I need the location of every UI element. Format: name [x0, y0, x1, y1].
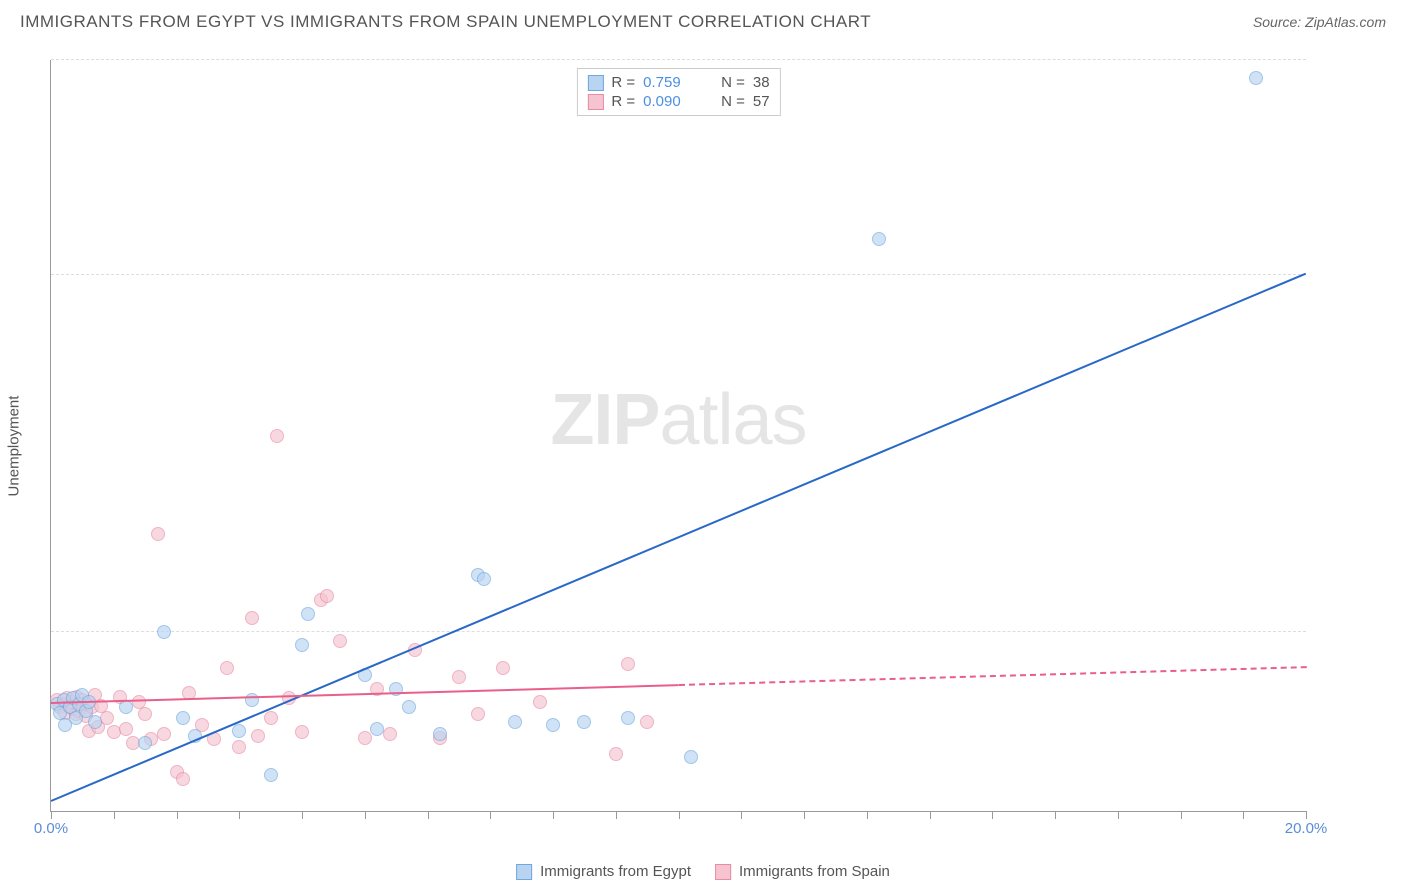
data-point [533, 695, 547, 709]
legend-row-spain: R = 0.090 N = 57 [587, 92, 769, 111]
header: IMMIGRANTS FROM EGYPT VS IMMIGRANTS FROM… [0, 0, 1406, 40]
watermark: ZIPatlas [550, 379, 806, 461]
data-point [264, 768, 278, 782]
correlation-legend: R = 0.759 N = 38 R = 0.090 N = 57 [576, 68, 780, 116]
x-tick [867, 811, 868, 819]
legend-swatch-egypt [587, 75, 603, 91]
plot-area: ZIPatlas R = 0.759 N = 38 R = 0.090 N = … [50, 60, 1306, 812]
data-point [176, 772, 190, 786]
x-tick [1118, 811, 1119, 819]
data-point [471, 707, 485, 721]
data-point [546, 718, 560, 732]
data-point [88, 715, 102, 729]
x-tick [365, 811, 366, 819]
x-tick [1181, 811, 1182, 819]
gridline [51, 59, 1306, 60]
series-legend: Immigrants from Egypt Immigrants from Sp… [516, 863, 890, 880]
data-point [301, 607, 315, 621]
data-point [151, 527, 165, 541]
x-tick [302, 811, 303, 819]
x-tick [553, 811, 554, 819]
x-tick [177, 811, 178, 819]
data-point [402, 700, 416, 714]
data-point [1249, 71, 1263, 85]
chart-title: IMMIGRANTS FROM EGYPT VS IMMIGRANTS FROM… [20, 12, 871, 32]
data-point [496, 661, 510, 675]
regression-line [678, 666, 1306, 686]
data-point [640, 715, 654, 729]
legend-row-egypt: R = 0.759 N = 38 [587, 73, 769, 92]
x-tick-label: 0.0% [34, 820, 68, 837]
data-point [232, 740, 246, 754]
data-point [138, 736, 152, 750]
data-point [100, 711, 114, 725]
x-tick [1306, 811, 1307, 819]
x-tick [239, 811, 240, 819]
source-attribution: Source: ZipAtlas.com [1253, 14, 1386, 30]
data-point [232, 724, 246, 738]
x-tick [616, 811, 617, 819]
data-point [370, 722, 384, 736]
data-point [477, 572, 491, 586]
data-point [621, 657, 635, 671]
x-tick [930, 811, 931, 819]
data-point [609, 747, 623, 761]
y-axis-label: Unemployment [6, 396, 23, 497]
legend-item-egypt: Immigrants from Egypt [516, 863, 691, 880]
regression-line [51, 273, 1307, 802]
regression-line [51, 684, 679, 704]
x-tick-label: 20.0% [1285, 820, 1328, 837]
data-point [295, 638, 309, 652]
data-point [220, 661, 234, 675]
x-tick [428, 811, 429, 819]
data-point [138, 707, 152, 721]
x-tick [490, 811, 491, 819]
data-point [176, 711, 190, 725]
data-point [577, 715, 591, 729]
data-point [872, 232, 886, 246]
chart-container: ZIPatlas R = 0.759 N = 38 R = 0.090 N = … [50, 50, 1386, 842]
data-point [452, 670, 466, 684]
data-point [358, 731, 372, 745]
data-point [389, 682, 403, 696]
x-tick [679, 811, 680, 819]
data-point [333, 634, 347, 648]
data-point [157, 625, 171, 639]
x-tick [741, 811, 742, 819]
data-point [508, 715, 522, 729]
legend-swatch-egypt-bottom [516, 864, 532, 880]
data-point [119, 722, 133, 736]
x-tick [114, 811, 115, 819]
source-link[interactable]: ZipAtlas.com [1305, 14, 1386, 30]
x-tick [51, 811, 52, 819]
data-point [383, 727, 397, 741]
legend-swatch-spain-bottom [715, 864, 731, 880]
x-tick [1055, 811, 1056, 819]
x-tick [804, 811, 805, 819]
data-point [684, 750, 698, 764]
gridline [51, 274, 1306, 275]
data-point [157, 727, 171, 741]
data-point [270, 429, 284, 443]
data-point [433, 727, 447, 741]
gridline [51, 631, 1306, 632]
legend-item-spain: Immigrants from Spain [715, 863, 890, 880]
data-point [621, 711, 635, 725]
x-tick [992, 811, 993, 819]
data-point [251, 729, 265, 743]
data-point [264, 711, 278, 725]
data-point [320, 589, 334, 603]
data-point [295, 725, 309, 739]
legend-swatch-spain [587, 94, 603, 110]
data-point [119, 700, 133, 714]
data-point [245, 611, 259, 625]
x-tick [1243, 811, 1244, 819]
